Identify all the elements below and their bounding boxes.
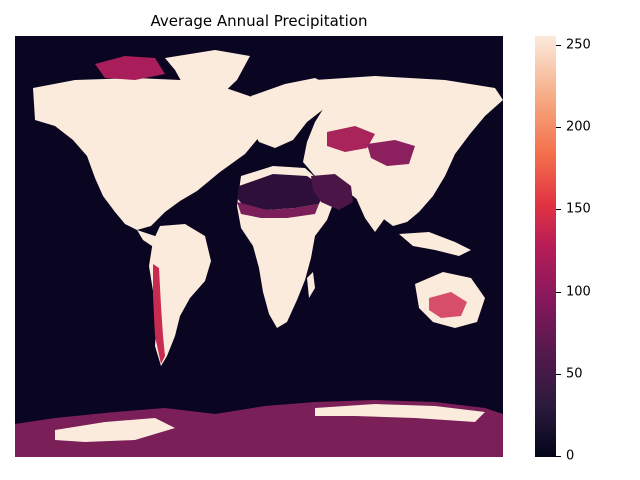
south-america bbox=[149, 224, 211, 366]
colorbar-tick-label: 250 bbox=[566, 37, 591, 53]
colorbar-tick-label: 150 bbox=[566, 201, 591, 217]
colorbar-tick bbox=[556, 209, 561, 210]
colorbar-tick bbox=[556, 127, 561, 128]
india bbox=[355, 178, 393, 232]
colorbar-tick-label: 50 bbox=[566, 366, 583, 382]
colorbar-tick-label: 200 bbox=[566, 119, 591, 135]
colorbar-tick-label: 100 bbox=[566, 284, 591, 300]
andes-dry-strip bbox=[153, 264, 165, 364]
north-america bbox=[33, 78, 277, 230]
se-asia-islands bbox=[399, 232, 471, 256]
precipitation-map bbox=[15, 36, 503, 457]
sahel-edge bbox=[237, 202, 319, 218]
tibet-dry bbox=[367, 140, 415, 166]
colorbar-tick bbox=[556, 374, 561, 375]
greenland bbox=[165, 50, 250, 106]
antarctica-ice-wet bbox=[315, 404, 485, 422]
world-map-svg bbox=[15, 50, 503, 457]
arabian-peninsula bbox=[311, 174, 353, 210]
antarctica-coast-wet bbox=[55, 418, 175, 442]
madagascar bbox=[307, 272, 315, 298]
colorbar-tick-label: 0 bbox=[566, 448, 575, 464]
colorbar-tick bbox=[556, 45, 561, 46]
europe bbox=[251, 78, 335, 148]
sahara-desert bbox=[237, 174, 325, 210]
arctic-islands bbox=[95, 56, 165, 80]
colorbar-tick bbox=[556, 456, 561, 457]
map-title: Average Annual Precipitation bbox=[150, 12, 368, 30]
colorbar bbox=[535, 36, 556, 457]
central-asia-dry bbox=[327, 126, 375, 152]
colorbar-tick bbox=[556, 292, 561, 293]
australia-interior bbox=[429, 292, 467, 318]
